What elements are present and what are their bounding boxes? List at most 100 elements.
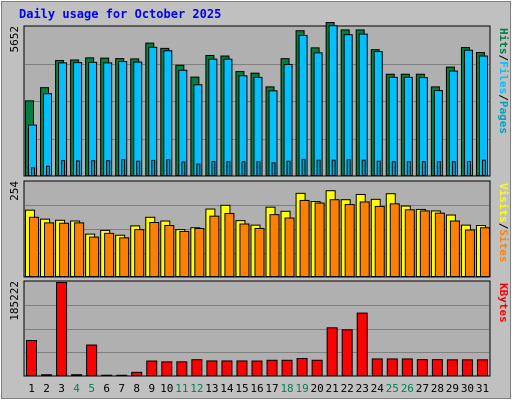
pages-bar [271, 162, 276, 177]
legend-item-sites: Sites [497, 229, 510, 262]
files-bar [313, 52, 323, 176]
files-bar [373, 51, 383, 176]
kbytes-bar [176, 361, 188, 377]
files-bar [418, 77, 428, 176]
pages-bar [481, 159, 486, 177]
pages-bar [466, 160, 471, 177]
pages-bar [376, 160, 381, 177]
sites-bar [314, 202, 325, 277]
kbytes-bar [461, 359, 473, 377]
x-tick-label: 14 [220, 382, 234, 395]
sites-bar [59, 222, 70, 277]
x-tick-label: 2 [43, 382, 50, 395]
pages-bar [241, 161, 246, 177]
sites-bar [284, 217, 295, 277]
kbytes-bar [161, 361, 173, 377]
sites-bar [164, 225, 175, 277]
legend-3: KBytes [497, 283, 510, 323]
sites-bar [389, 203, 400, 277]
files-bar [448, 70, 458, 176]
x-tick-label: 10 [160, 382, 173, 395]
kbytes-bar [266, 359, 278, 377]
files-bar [328, 25, 338, 176]
pages-bar [106, 160, 111, 176]
pages-bar [136, 160, 141, 177]
files-bar [178, 69, 188, 176]
sites-bar [449, 220, 460, 277]
pages-bar [91, 160, 96, 176]
files-bar [403, 76, 413, 176]
pages-bar [286, 160, 291, 177]
files-bar [103, 62, 113, 176]
pages-bar [346, 159, 351, 177]
kbytes-bar [311, 359, 323, 377]
legend-item-hits: Hits [497, 28, 510, 55]
x-tick-label: 23 [356, 382, 369, 395]
pages-bar [421, 161, 426, 177]
files-bar [163, 50, 173, 176]
files-bar [208, 58, 218, 176]
kbytes-bar [146, 360, 158, 376]
x-tick-label: 27 [416, 382, 429, 395]
kbytes-bar [326, 327, 338, 377]
x-tick-label: 25 [386, 382, 399, 395]
y-max-label: 254 [8, 181, 21, 201]
pages-bar [151, 159, 156, 176]
kbytes-bar [221, 360, 233, 376]
sites-bar [179, 230, 190, 277]
x-tick-label: 6 [103, 382, 110, 395]
x-tick-label: 15 [235, 382, 248, 395]
files-bar [478, 55, 488, 176]
x-tick-label: 24 [371, 382, 385, 395]
x-tick-label: 13 [205, 382, 218, 395]
legend-1: Hits/Files/Pages [497, 28, 510, 134]
x-tick-label: 7 [118, 382, 125, 395]
x-tick-label: 17 [265, 382, 278, 395]
page-title: Daily usage for October 2025 [19, 7, 222, 21]
sites-bar [374, 205, 385, 278]
files-bar [43, 93, 53, 176]
x-tick-label: 30 [461, 382, 474, 395]
sites-bar [209, 215, 220, 278]
pages-bar [46, 165, 51, 177]
files-bar [388, 76, 398, 176]
sites-bar [44, 222, 55, 278]
sites-bar [254, 228, 265, 277]
kbytes-bar [131, 371, 143, 376]
pages-bar [331, 159, 336, 177]
files-bar [73, 62, 83, 177]
pages-bar [391, 161, 396, 177]
kbytes-bar [281, 359, 293, 377]
x-tick-label: 11 [175, 382, 188, 395]
sites-bar [239, 223, 250, 277]
sites-bar [89, 236, 100, 277]
kbytes-bar [56, 282, 68, 376]
x-tick-label: 16 [250, 382, 263, 395]
sites-bar [104, 232, 115, 277]
pages-bar [121, 159, 126, 177]
kbytes-bar [86, 344, 98, 377]
files-bar [298, 34, 308, 177]
kbytes-bar [296, 358, 308, 377]
x-tick-label: 5 [88, 382, 95, 395]
files-bar [223, 58, 233, 176]
sites-bar [74, 222, 85, 278]
x-tick-label: 9 [148, 382, 155, 395]
kbytes-bar [371, 358, 383, 376]
pages-bar [256, 161, 261, 177]
kbytes-bar [341, 329, 353, 377]
x-tick-label: 1 [28, 382, 35, 395]
sites-bar [344, 204, 355, 277]
sites-bar [404, 209, 415, 277]
x-tick-label: 31 [476, 382, 489, 395]
files-bar [238, 75, 248, 176]
files-bar [463, 49, 473, 177]
files-bar [343, 34, 353, 176]
pages-bar [211, 160, 216, 177]
pages-bar [61, 160, 66, 176]
kbytes-bar [356, 312, 368, 377]
x-tick-label: 12 [190, 382, 203, 395]
x-tick-label: 3 [58, 382, 65, 395]
